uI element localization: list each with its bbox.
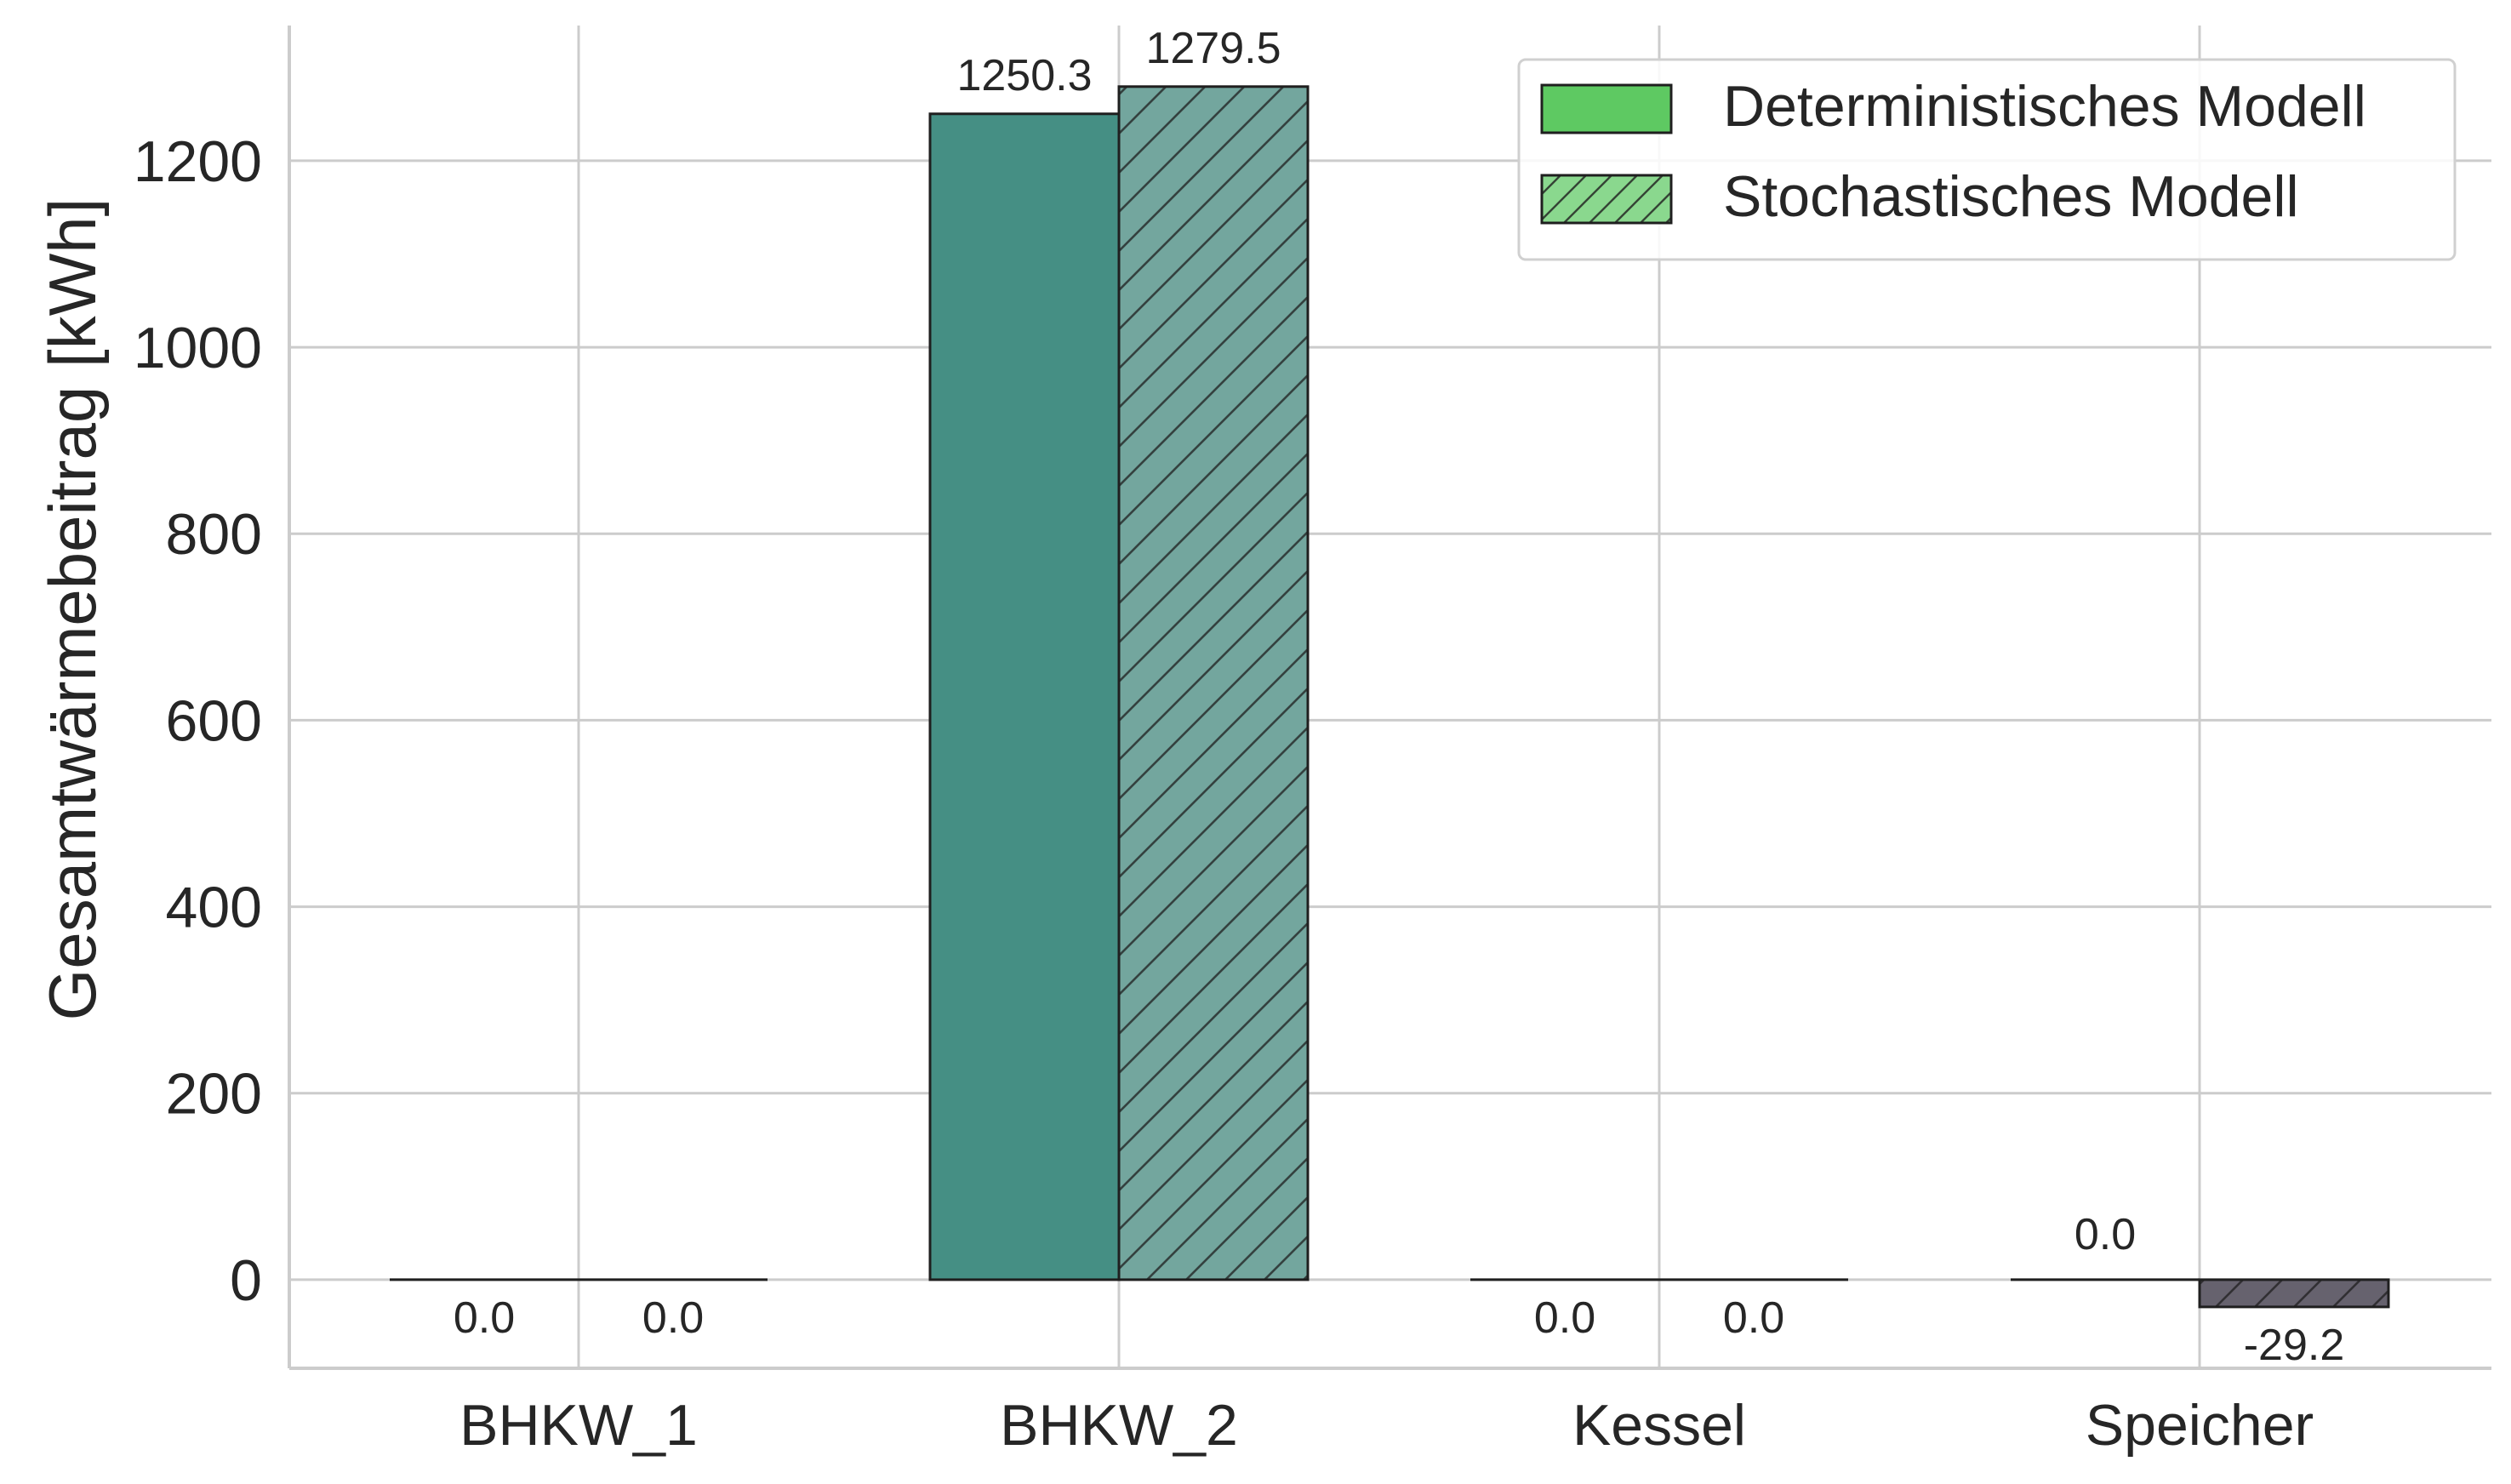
- x-tick-label: BHKW_2: [1000, 1393, 1238, 1458]
- legend-label-deterministic: Deterministisches Modell: [1723, 74, 2366, 139]
- value-label: 0.0: [454, 1293, 515, 1343]
- y-tick-label: 600: [166, 688, 262, 753]
- value-label: -29.2: [2244, 1321, 2345, 1370]
- y-tick-label: 0: [230, 1248, 262, 1313]
- y-tick-label: 400: [166, 876, 262, 940]
- bar-bhkw-2-deterministic: [928, 112, 1121, 1281]
- value-label: 0.0: [642, 1293, 704, 1343]
- value-label: 0.0: [1534, 1293, 1595, 1343]
- legend-swatch-deterministic: [1540, 83, 1673, 134]
- legend-label-stochastic: Stochastisches Modell: [1723, 164, 2299, 229]
- y-tick-label: 1000: [134, 316, 262, 380]
- axes: [288, 26, 2491, 1370]
- tick-labels: 0 200 400 600 800 1000 1200 BHKW_1 BHKW_2 Kessel S…: [134, 129, 2314, 1458]
- y-tick-label: 800: [166, 502, 262, 567]
- x-tick-label: Kessel: [1572, 1393, 1746, 1458]
- x-tick-label: Speicher: [2086, 1393, 2314, 1458]
- legend: Deterministisches Modell Stochastisches …: [1517, 58, 2457, 261]
- legend-box: [1517, 58, 2457, 261]
- x-tick-label: BHKW_1: [459, 1393, 698, 1458]
- y-tick-label: 1200: [134, 129, 262, 194]
- bar-bhkw-2-stochastic-hatch: [1119, 86, 1308, 1280]
- value-label: 0.0: [2074, 1210, 2136, 1259]
- bars: [390, 85, 2390, 1309]
- y-axis-label: Gesamtwärmebeitrag [kWh]: [35, 198, 110, 1021]
- value-label: 0.0: [1723, 1293, 1784, 1343]
- value-label: 1250.3: [956, 51, 1092, 100]
- bar-speicher-stochastic-hatch: [2200, 1279, 2388, 1307]
- value-labels: 0.0 1250.3 0.0 0.0 0.0 1279.5 0.0 -29.2: [454, 24, 2344, 1370]
- y-tick-label: 200: [166, 1062, 262, 1127]
- value-label: 1279.5: [1145, 24, 1281, 73]
- legend-swatch-stochastic-hatch: [1540, 174, 1673, 225]
